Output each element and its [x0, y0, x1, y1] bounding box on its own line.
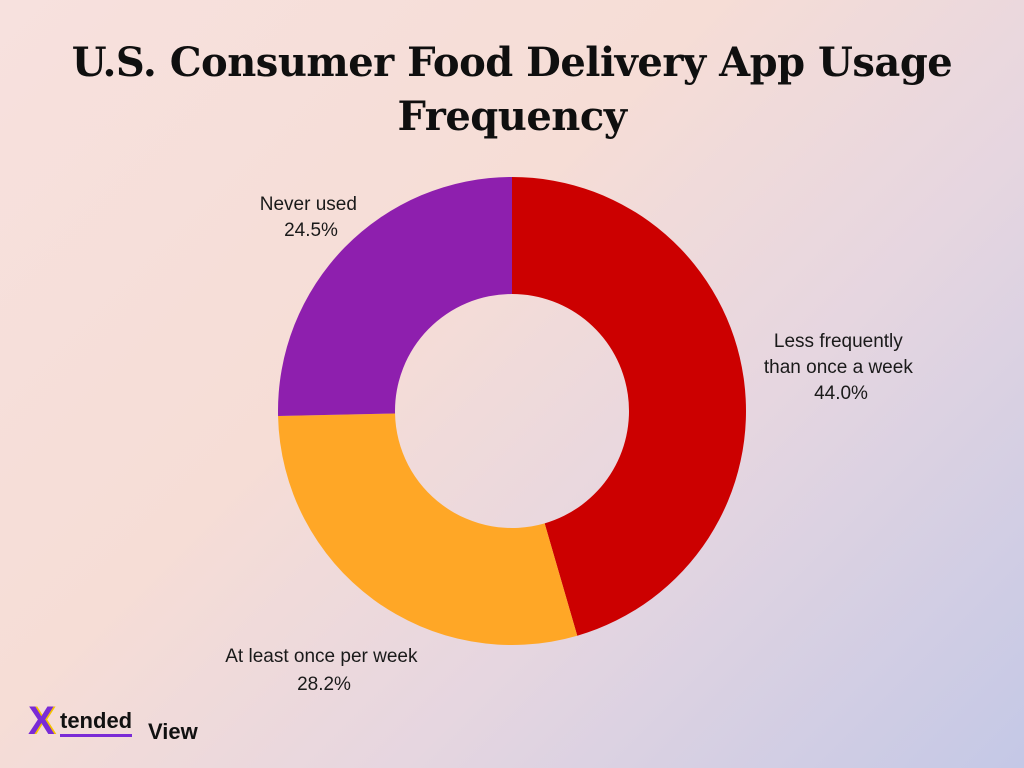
xtendedview-logo: X tended View [28, 699, 218, 744]
slice-label-never-used-line-1: Never used [260, 194, 357, 215]
slice-value-at-least-once: 28.2% [297, 674, 351, 695]
donut-slices [278, 177, 747, 646]
slice-labels: Less frequently than once a week 44.0% A… [225, 194, 918, 695]
slice-value-less-frequently: 44.0% [814, 383, 868, 404]
logo-view-text: View [148, 719, 198, 744]
slice-label-at-least-once: At least once per week 28.2% [225, 646, 423, 695]
chart-title-line-1: U.S. Consumer Food Delivery App Usage [71, 39, 953, 86]
logo-tended-text: tended [60, 709, 133, 737]
chart-title-line-2: Frequency [397, 93, 627, 140]
slice-label-less-frequently-line-1: Less frequently [774, 331, 903, 352]
slice-never-used [278, 177, 512, 416]
slice-label-less-frequently: Less frequently than once a week 44.0% [764, 331, 918, 404]
slice-value-never-used: 24.5% [284, 220, 338, 241]
slice-label-never-used: Never used 24.5% [260, 194, 362, 241]
slice-label-less-frequently-line-2: than once a week [764, 357, 913, 378]
slice-label-at-least-once-line-1: At least once per week [225, 646, 418, 667]
logo-x-mark: X [28, 699, 55, 743]
slice-less-frequently [512, 177, 747, 636]
slice-at-least-once [278, 413, 578, 646]
chart-title: U.S. Consumer Food Delivery App Usage Fr… [0, 36, 1024, 144]
